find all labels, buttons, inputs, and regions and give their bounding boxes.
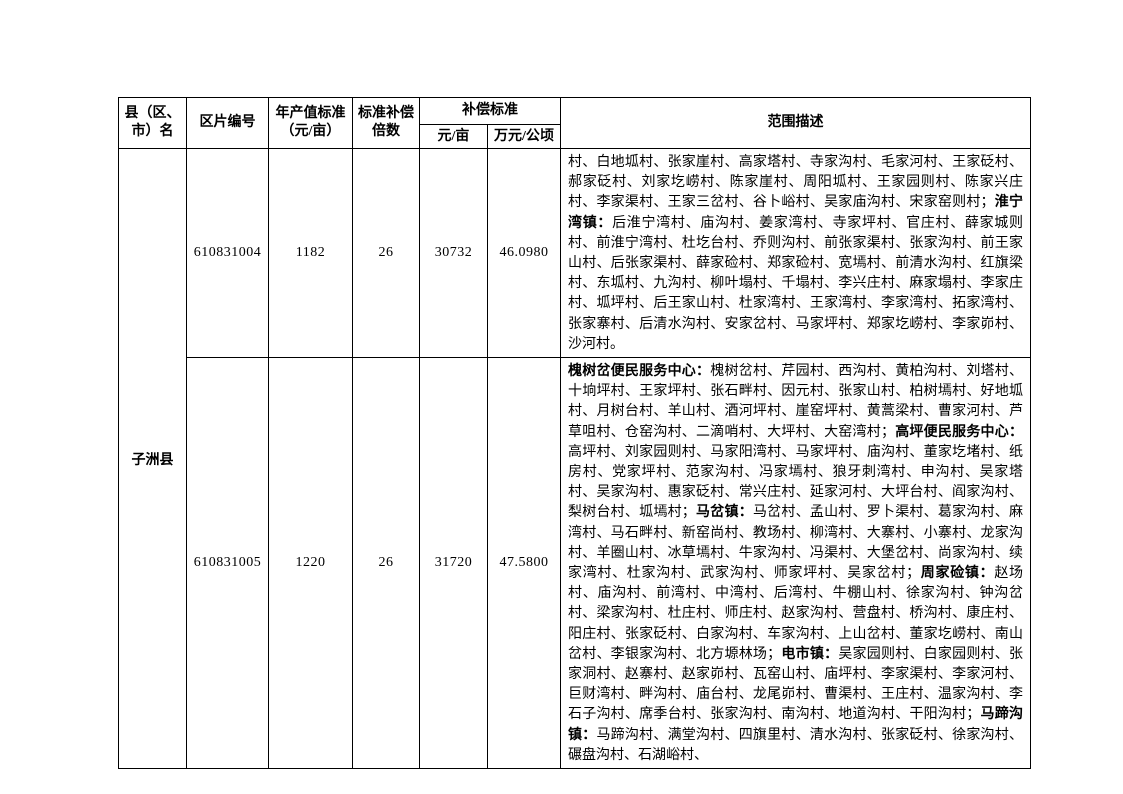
yuan-per-mu-cell: 30732: [419, 147, 488, 359]
wanyuan-per-hectare-cell: 47.5800: [487, 357, 561, 770]
header-zone-code: 区片编号: [186, 97, 269, 149]
town-name-bold: 马蹄沟镇：: [568, 707, 1024, 743]
village-list-text: 吴家园则村、白家园则村、张家洞村、赵寨村、赵家峁村、瓦窑山村、庙坪村、李家渠村、…: [568, 646, 1024, 723]
scope-description-cell: 槐树岔便民服务中心：槐树岔村、芹园村、西沟村、黄柏沟村、刘塔村、十垧坪村、王家坪…: [560, 357, 1031, 770]
village-list-text: 马蹄沟村、满堂沟村、四旗里村、清水沟村、张家砭村、徐家沟村、碾盘沟村、石湖峪村、: [568, 727, 1023, 763]
village-list-text: 赵场村、庙沟村、前湾村、中湾村、后湾村、牛棚山村、徐家沟村、钟沟岔村、梁家沟村、…: [568, 566, 1024, 662]
zone-code-cell: 610831005: [186, 357, 269, 770]
header-standard-multiplier: 标准补偿倍数: [352, 97, 420, 149]
table-row: 610831005 1220 26 31720 47.5800 槐树岔便民服务中…: [119, 357, 1031, 770]
header-unit-yuan-per-mu: 元/亩: [419, 124, 488, 149]
town-name-bold: 槐树岔便民服务中心：: [568, 364, 711, 380]
compensation-standard-table: 县（区、市）名 区片编号 年产值标准（元/亩） 标准补偿倍数 补偿标准 范围描述…: [118, 97, 1031, 770]
town-name-bold: 周家硷镇：: [920, 566, 995, 582]
header-compensation-standard: 补偿标准: [419, 97, 561, 125]
multiplier-cell: 26: [352, 147, 420, 359]
county-name-cell: 子洲县: [118, 147, 187, 770]
multiplier-cell: 26: [352, 357, 420, 770]
village-list-text: 高坪村、刘家园则村、马家阳湾村、马家坪村、庙沟村、董家圪堵村、纸房村、党家坪村、…: [568, 444, 1023, 521]
header-scope-description: 范围描述: [560, 97, 1031, 149]
town-name-bold: 高坪便民服务中心：: [894, 424, 1024, 440]
header-unit-wanyuan-per-hectare: 万元/公顷: [487, 124, 561, 149]
village-list-text: 村、白地坬村、张家崖村、高家塔村、寺家沟村、毛家河村、王家砭村、郝家砭村、刘家圪…: [568, 155, 1023, 211]
table-row: 子洲县 610831004 1182 26 30732 46.0980 村、白地…: [118, 147, 1031, 770]
annual-output-cell: 1182: [268, 147, 353, 359]
village-list-text: 后淮宁湾村、庙沟村、姜家湾村、寺家坪村、官庄村、薛家城则村、前淮宁湾村、杜圪台村…: [568, 215, 1024, 352]
yuan-per-mu-cell: 31720: [419, 357, 488, 770]
town-name-bold: 淮宁湾镇：: [568, 195, 1023, 231]
wanyuan-per-hectare-cell: 46.0980: [487, 147, 561, 359]
town-name-bold: 马岔镇：: [695, 505, 753, 521]
scope-description-cell: 村、白地坬村、张家崖村、高家塔村、寺家沟村、毛家河村、王家砭村、郝家砭村、刘家圪…: [560, 147, 1031, 359]
village-list-text: 马岔村、孟山村、罗卜渠村、葛家沟村、麻湾村、马石畔村、新窑尚村、教场村、柳湾村、…: [568, 505, 1024, 582]
town-name-bold: 电市镇：: [781, 646, 839, 662]
annual-output-cell: 1220: [268, 357, 353, 770]
village-list-text: 槐树岔村、芹园村、西沟村、黄柏沟村、刘塔村、十垧坪村、王家坪村、张石畔村、因元村…: [568, 364, 1024, 440]
header-annual-output-standard: 年产值标准（元/亩）: [268, 97, 353, 149]
zone-code-cell: 610831004: [186, 147, 269, 359]
header-county-name: 县（区、市）名: [118, 97, 187, 149]
